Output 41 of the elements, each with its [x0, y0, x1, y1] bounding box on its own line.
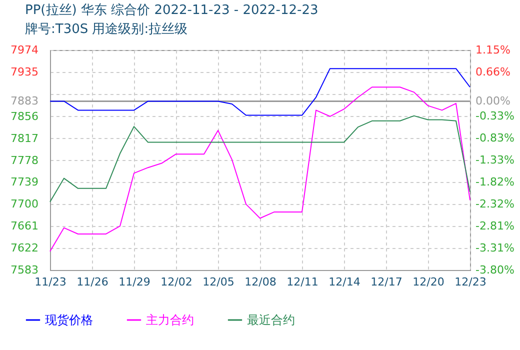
y2-tick-label: -1.82% — [476, 176, 514, 188]
y2-tick-label: -2.32% — [476, 198, 514, 211]
y-tick-label: 7622 — [10, 242, 38, 255]
legend-label: 主力合约 — [146, 313, 194, 327]
y-tick-label: 7661 — [10, 220, 38, 233]
y2-tick-label: -0.83% — [476, 132, 514, 144]
x-tick-label: 12/20 — [412, 276, 444, 288]
y-tick-label: 7583 — [10, 264, 38, 276]
x-tick-label: 12/05 — [202, 276, 234, 288]
y-tick-label: 7700 — [10, 198, 38, 211]
chart-subtitle: 牌号:T30S 用途级别:拉丝级 — [25, 22, 188, 37]
y-tick-label: 7739 — [10, 176, 38, 189]
x-tick-label: 11/23 — [34, 276, 66, 288]
y2-tick-label: -3.80% — [476, 264, 514, 276]
y2-tick-label: 0.66% — [476, 65, 510, 78]
x-tick-label: 12/02 — [160, 276, 192, 288]
y2-tick-label: 0.00% — [476, 94, 510, 108]
x-tick-label: 11/29 — [118, 276, 150, 288]
y-tick-label: 7856 — [10, 110, 38, 123]
x-tick-label: 12/23 — [454, 276, 486, 288]
y2-tick-label: -1.33% — [476, 154, 514, 167]
x-tick-label: 11/26 — [76, 276, 108, 288]
line-series — [50, 86, 470, 252]
y-tick-label: 7974 — [10, 44, 38, 56]
legend-label: 最近合约 — [247, 313, 295, 327]
line-series — [50, 68, 470, 116]
y2-tick-label: -2.81% — [476, 220, 514, 232]
x-tick-label: 12/14 — [328, 276, 360, 288]
x-tick-label: 12/08 — [244, 276, 276, 288]
x-tick-label: 12/11 — [286, 276, 318, 288]
x-tick-label: 12/17 — [370, 276, 402, 288]
y2-tick-label: -0.33% — [476, 109, 514, 122]
line-series — [50, 115, 470, 202]
legend-label: 现货价格 — [45, 313, 93, 327]
y2-tick-label: -3.31% — [476, 242, 514, 255]
y-tick-label: 7817 — [10, 132, 38, 145]
y2-tick-label: 1.15% — [476, 44, 510, 56]
y-tick-label: 7935 — [10, 65, 38, 78]
y-tick-label: 7778 — [10, 154, 38, 167]
chart-title: PP(拉丝) 华东 综合价 2022-11-23 - 2022-12-23 — [25, 3, 318, 18]
y-tick-label: 7883 — [10, 94, 38, 108]
